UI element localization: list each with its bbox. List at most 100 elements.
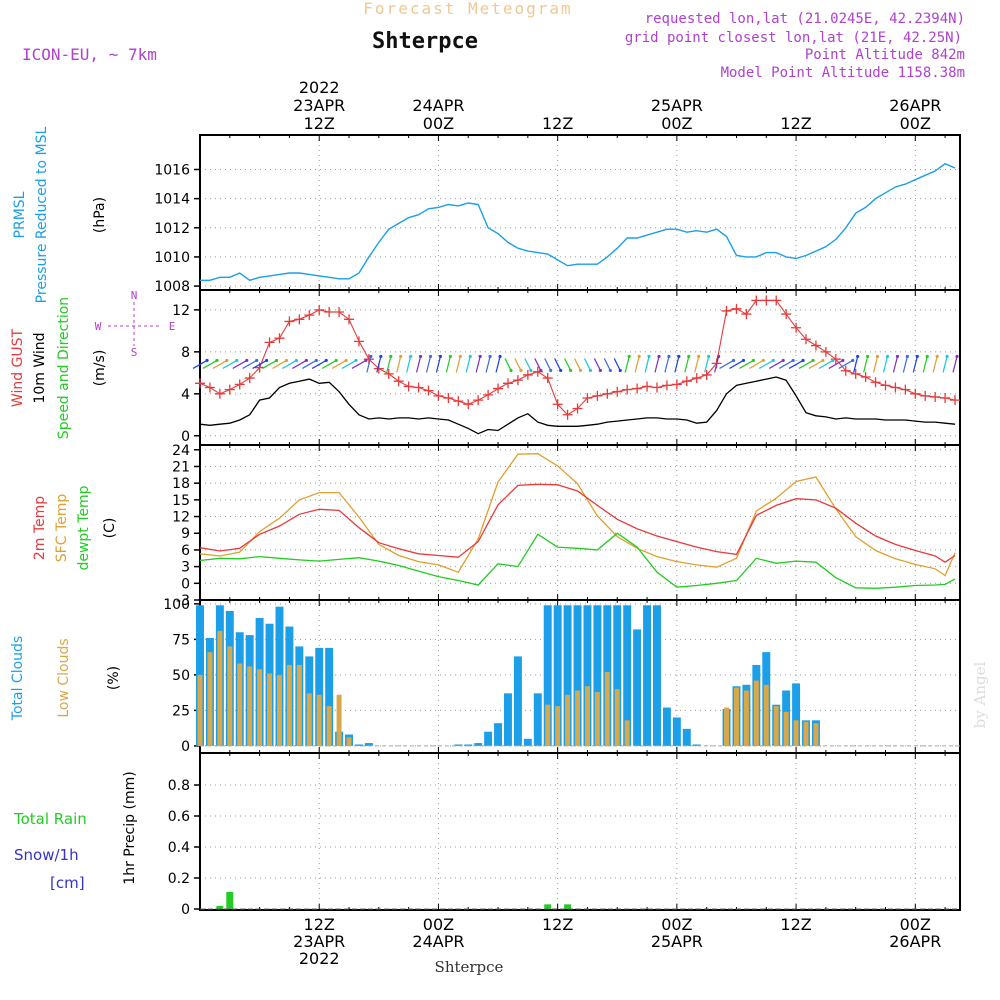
wind-10m-wind-line <box>199 376 956 435</box>
wind-arrow-head <box>717 354 721 359</box>
pressure-panel: 1008 1010 1012 1014 1016 <box>154 134 961 295</box>
low-cloud-bar <box>783 711 789 746</box>
top-time-label: 25APR <box>651 96 703 115</box>
snow-label: Snow/1h <box>14 846 79 864</box>
gust-marker <box>443 392 454 403</box>
wind-arrow-head <box>539 368 543 373</box>
wind-arrow <box>415 356 422 373</box>
wind-arrow <box>863 356 869 373</box>
wind-arrow-head <box>841 358 845 363</box>
wind-arrow <box>583 358 591 371</box>
wind-arrow-head <box>294 358 299 363</box>
pressure-label-prmsl: PRMSL <box>12 191 28 238</box>
gust-marker <box>403 381 414 392</box>
compass-rose: N S W E <box>95 289 176 359</box>
gust-marker <box>771 295 782 306</box>
wind-arrow <box>593 358 601 371</box>
wind-arrow <box>758 359 774 369</box>
wind-arrow <box>704 356 710 373</box>
gust-marker <box>234 379 245 390</box>
gust-marker <box>642 381 653 392</box>
gust-marker <box>195 378 205 389</box>
wind-arrow <box>564 358 572 371</box>
gust-marker <box>900 384 911 395</box>
total-cloud-bar <box>364 743 373 746</box>
gust-marker <box>910 388 921 399</box>
wind-arrow <box>892 356 899 373</box>
low-cloud-bar <box>753 680 759 746</box>
wind-arrow-head <box>821 358 825 363</box>
wind-arrow <box>351 359 367 369</box>
wind-arrow <box>232 359 248 369</box>
wind-arrow <box>212 359 228 369</box>
gust-marker <box>493 383 504 394</box>
wind-arrow-head <box>509 368 513 373</box>
bottom-time-label: 25APR <box>651 932 703 951</box>
pressure-ytick-label: 1016 <box>154 162 190 178</box>
wind-unit: (m/s) <box>92 350 108 387</box>
wind-arrow <box>396 356 402 373</box>
wind-arrow <box>778 359 794 369</box>
total-cloud-bar <box>513 656 522 746</box>
low-clouds-label: Low Clouds <box>56 638 72 717</box>
wind-arrow-head <box>334 358 338 363</box>
top-time-label: 00Z <box>661 114 692 133</box>
temperature-ytick-label: 12 <box>172 510 190 526</box>
wind-arrow-head <box>925 354 929 359</box>
wind-arrow <box>912 356 918 373</box>
gust-marker <box>334 306 345 317</box>
wind-arrow <box>808 359 824 369</box>
bottom-time-label: 00Z <box>423 915 454 934</box>
wind-arrow-head <box>568 368 573 373</box>
gust-marker <box>860 372 871 383</box>
clouds-ytick-label: 50 <box>172 668 190 684</box>
wind-arrow-head <box>448 354 452 359</box>
bottom-time-label: 00Z <box>661 915 692 934</box>
low-cloud-bar <box>207 652 213 746</box>
wind-arrow-head <box>781 358 785 363</box>
wind-arrow-head <box>915 354 919 359</box>
wind-arrow-head <box>314 358 318 363</box>
gust-marker <box>562 409 573 420</box>
wind-arrow-head <box>751 358 756 363</box>
total-cloud-bar <box>672 717 681 746</box>
temperature-ytick-label: 18 <box>172 476 190 492</box>
wind-arrow-head <box>856 354 860 359</box>
wind-arrow-head <box>598 368 602 373</box>
total-cloud-bar <box>325 647 334 746</box>
wind-arrow <box>445 356 451 373</box>
wind-arrow <box>674 356 680 373</box>
wind-arrow <box>252 359 267 369</box>
wind-arrow-head <box>559 368 563 373</box>
wind-arrow <box>932 356 938 373</box>
wind-arrow-head <box>851 358 855 363</box>
wind-arrow-head <box>225 358 229 363</box>
temp-sfc-label: SFC Temp <box>54 494 70 563</box>
total-clouds-label: Total Clouds <box>10 636 26 721</box>
panels-layer: 1008101010121014101604812-30369121518212… <box>154 78 961 968</box>
gust-marker <box>314 304 325 315</box>
wind-arrow <box>603 358 611 371</box>
top-time-label: 12Z <box>304 114 335 133</box>
gust-marker <box>453 396 464 407</box>
wind-arrow-head <box>304 358 308 363</box>
total-cloud-bar <box>593 605 602 746</box>
watermark: by Angel <box>971 661 989 728</box>
wind-ytick-label: 8 <box>181 345 190 361</box>
wind-arrow <box>242 359 257 369</box>
wind-arrow-head <box>588 368 593 373</box>
low-cloud-bar <box>296 664 302 746</box>
wind-arrow-head <box>578 368 583 373</box>
total-cloud-bar <box>692 744 701 746</box>
gust-marker <box>930 391 941 402</box>
gust-marker <box>344 314 355 325</box>
wind-arrow <box>749 359 764 369</box>
low-cloud-bar <box>217 630 223 746</box>
gust-marker <box>542 373 553 384</box>
wind-arrow-head <box>409 354 413 359</box>
clouds-unit: (%) <box>106 666 122 690</box>
gust-marker <box>463 399 474 410</box>
wind-arrow <box>465 356 471 373</box>
gust-marker <box>214 388 225 399</box>
top-time-label: 23APR <box>293 96 345 115</box>
